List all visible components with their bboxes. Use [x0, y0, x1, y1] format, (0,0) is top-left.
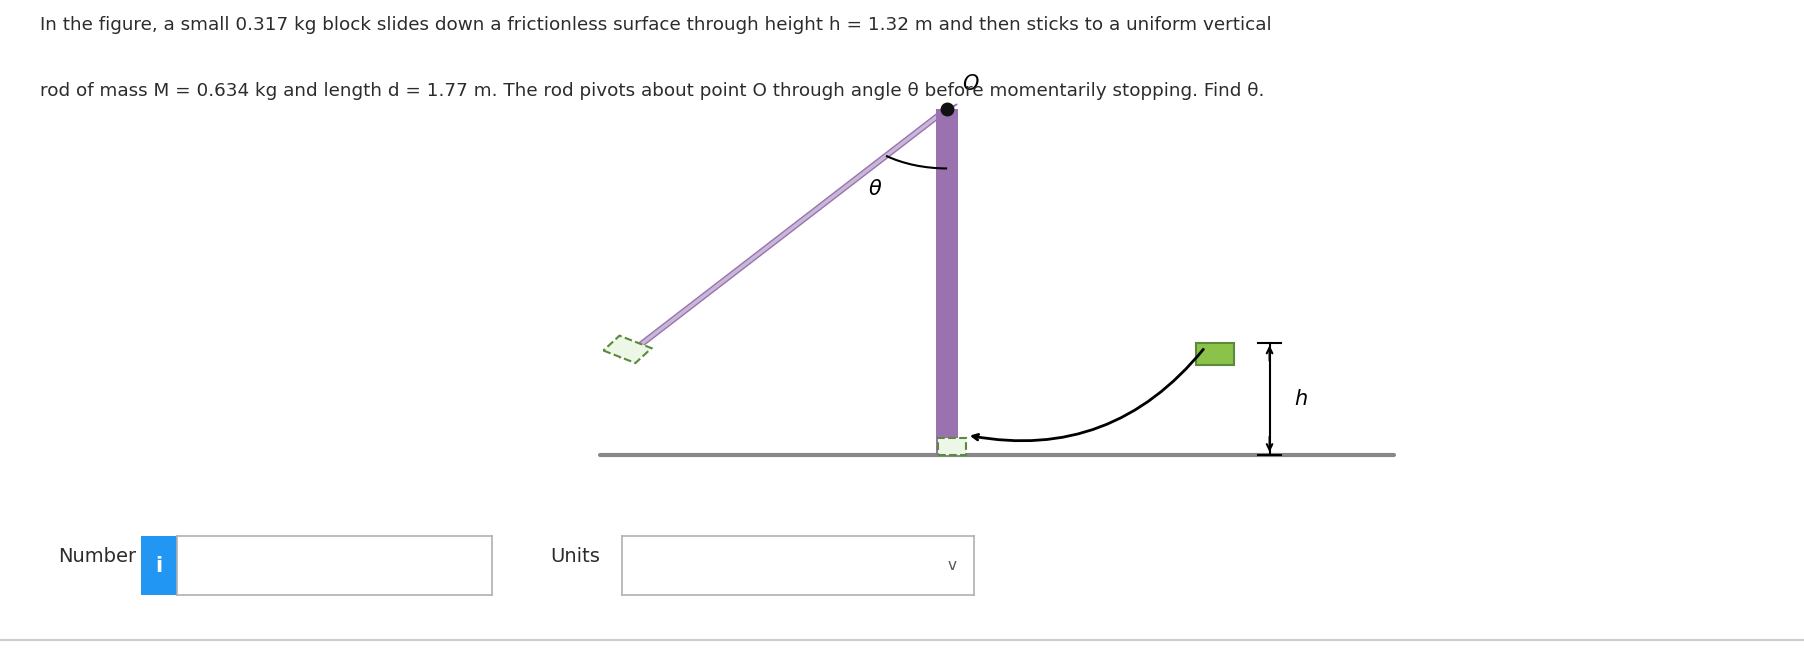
Polygon shape [619, 104, 958, 358]
Text: $h$: $h$ [1295, 389, 1308, 409]
Text: In the figure, a small 0.317 kg block slides down a frictionless surface through: In the figure, a small 0.317 kg block sl… [40, 16, 1272, 34]
Text: Number: Number [58, 547, 135, 565]
Bar [936, 109, 958, 455]
Bar [1196, 343, 1234, 365]
Text: $\theta$: $\theta$ [868, 180, 882, 199]
Bar [603, 336, 651, 363]
Text: rod of mass M = 0.634 kg and length d = 1.77 m. The rod pivots about point O thr: rod of mass M = 0.634 kg and length d = … [40, 82, 1265, 100]
Text: $O$: $O$ [962, 74, 980, 94]
Text: v: v [947, 559, 956, 573]
Bar [938, 438, 965, 455]
Text: Units: Units [550, 547, 601, 565]
Text: i: i [155, 556, 162, 576]
